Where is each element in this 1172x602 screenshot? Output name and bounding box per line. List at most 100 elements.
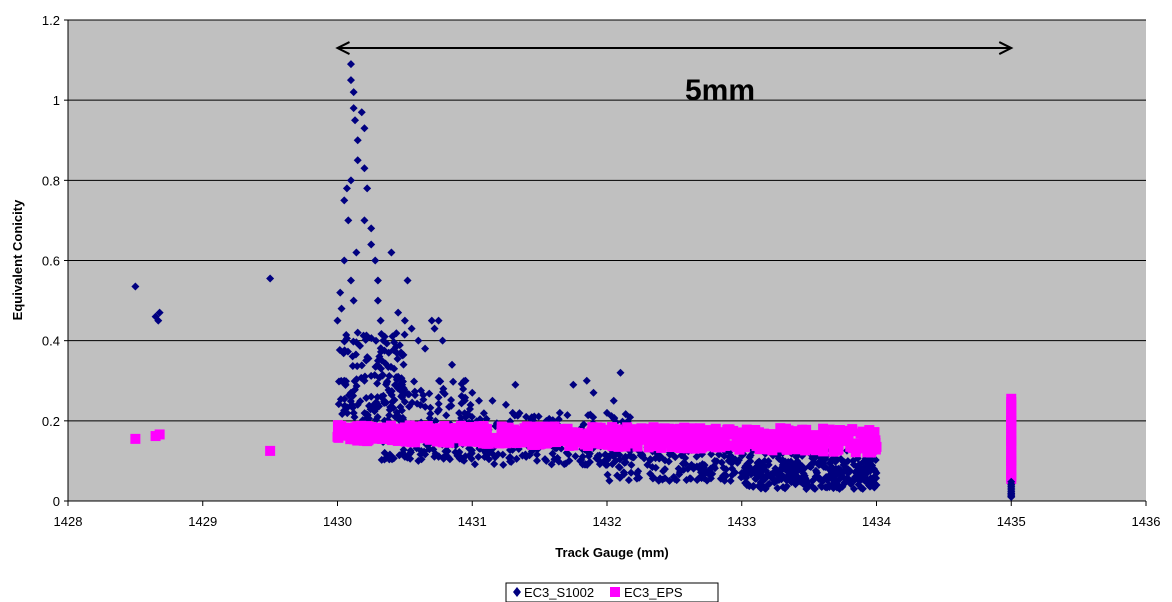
point-ec3-s1002 (359, 331, 368, 340)
point-ec3-s1002 (461, 376, 470, 385)
point-ec3-s1002 (798, 474, 807, 483)
point-ec3-eps (601, 424, 612, 435)
point-ec3-eps (435, 423, 446, 434)
point-ec3-eps (870, 435, 881, 446)
point-ec3-s1002 (794, 459, 803, 468)
point-ec3-s1002 (373, 393, 382, 402)
point-ec3-eps (345, 424, 356, 435)
point-ec3-s1002 (373, 296, 382, 305)
point-ec3-s1002 (779, 483, 788, 492)
point-ec3-eps (650, 429, 661, 440)
point-ec3-s1002 (608, 460, 617, 469)
point-ec3-s1002 (382, 378, 391, 387)
point-ec3-s1002 (348, 361, 357, 370)
point-ec3-s1002 (582, 376, 591, 385)
point-ec3-s1002 (677, 451, 686, 460)
point-ec3-s1002 (727, 464, 736, 473)
point-ec3-eps (378, 430, 389, 441)
point-ec3-s1002 (758, 474, 767, 483)
point-ec3-eps (130, 433, 141, 444)
point-ec3-s1002 (614, 462, 623, 471)
point-ec3-s1002 (594, 456, 603, 465)
point-ec3-s1002 (344, 216, 353, 225)
point-ec3-eps (548, 433, 559, 444)
point-ec3-s1002 (506, 453, 515, 462)
point-ec3-s1002 (620, 470, 629, 479)
point-ec3-s1002 (396, 402, 405, 411)
point-ec3-s1002 (340, 196, 349, 205)
point-ec3-s1002 (333, 316, 342, 325)
point-ec3-s1002 (501, 400, 510, 409)
point-ec3-eps (818, 445, 829, 456)
point-ec3-s1002 (825, 482, 834, 491)
point-ec3-eps (628, 435, 639, 446)
point-ec3-s1002 (845, 476, 854, 485)
point-ec3-s1002 (442, 411, 451, 420)
point-ec3-s1002 (349, 296, 358, 305)
point-ec3-eps (734, 427, 745, 438)
point-ec3-s1002 (386, 388, 395, 397)
point-ec3-eps (765, 434, 776, 445)
point-ec3-s1002 (872, 468, 881, 477)
point-ec3-eps (345, 431, 356, 442)
point-ec3-eps (704, 425, 715, 436)
point-ec3-s1002 (408, 398, 417, 407)
point-ec3-s1002 (414, 336, 423, 345)
point-ec3-eps (817, 439, 828, 450)
arrow-head-right (998, 41, 1014, 55)
point-ec3-s1002 (360, 216, 369, 225)
point-ec3-eps (1006, 396, 1017, 407)
point-ec3-s1002 (1007, 477, 1016, 486)
point-ec3-s1002 (756, 481, 765, 490)
point-ec3-s1002 (430, 324, 439, 333)
point-ec3-eps (410, 432, 421, 443)
point-ec3-s1002 (819, 458, 828, 467)
point-ec3-eps (803, 441, 814, 452)
point-ec3-s1002 (640, 454, 649, 463)
point-ec3-s1002 (571, 452, 580, 461)
point-ec3-s1002 (605, 476, 614, 485)
point-ec3-eps (775, 442, 786, 453)
x-tick-label: 1433 (727, 514, 756, 529)
legend-label-ec3-s1002: EC3_S1002 (524, 585, 594, 600)
point-ec3-s1002 (532, 456, 541, 465)
point-ec3-s1002 (337, 304, 346, 313)
point-ec3-eps (850, 447, 861, 458)
point-ec3-s1002 (665, 476, 674, 485)
point-ec3-s1002 (479, 409, 488, 418)
point-ec3-eps (589, 432, 600, 443)
point-ec3-eps (498, 428, 509, 439)
point-ec3-s1002 (660, 465, 669, 474)
point-ec3-s1002 (764, 460, 773, 469)
point-ec3-s1002 (603, 460, 611, 469)
point-ec3-s1002 (398, 413, 407, 422)
point-ec3-eps (800, 430, 811, 441)
point-ec3-s1002 (692, 452, 701, 461)
point-ec3-s1002 (563, 411, 572, 420)
point-ec3-eps (645, 426, 656, 437)
point-ec3-s1002 (721, 470, 730, 479)
point-ec3-eps (445, 423, 456, 434)
point-ec3-s1002 (410, 377, 419, 386)
point-ec3-eps (676, 433, 687, 444)
point-ec3-s1002 (467, 446, 476, 455)
point-ec3-s1002 (426, 409, 435, 418)
point-ec3-s1002 (353, 136, 362, 145)
point-ec3-eps (734, 444, 745, 455)
point-ec3-s1002 (352, 375, 361, 384)
point-ec3-eps (400, 422, 411, 433)
point-ec3-s1002 (445, 402, 454, 411)
point-ec3-s1002 (632, 474, 641, 483)
point-ec3-s1002 (482, 414, 491, 423)
point-ec3-eps (831, 426, 842, 437)
point-ec3-s1002 (656, 452, 665, 461)
point-ec3-s1002 (390, 364, 399, 373)
point-ec3-s1002 (363, 353, 372, 362)
point-ec3-s1002 (830, 482, 839, 491)
point-ec3-s1002 (603, 470, 612, 479)
point-ec3-s1002 (832, 464, 841, 473)
point-ec3-s1002 (784, 470, 793, 479)
point-ec3-eps (458, 433, 469, 444)
point-ec3-s1002 (773, 484, 782, 493)
point-ec3-s1002 (353, 156, 362, 165)
